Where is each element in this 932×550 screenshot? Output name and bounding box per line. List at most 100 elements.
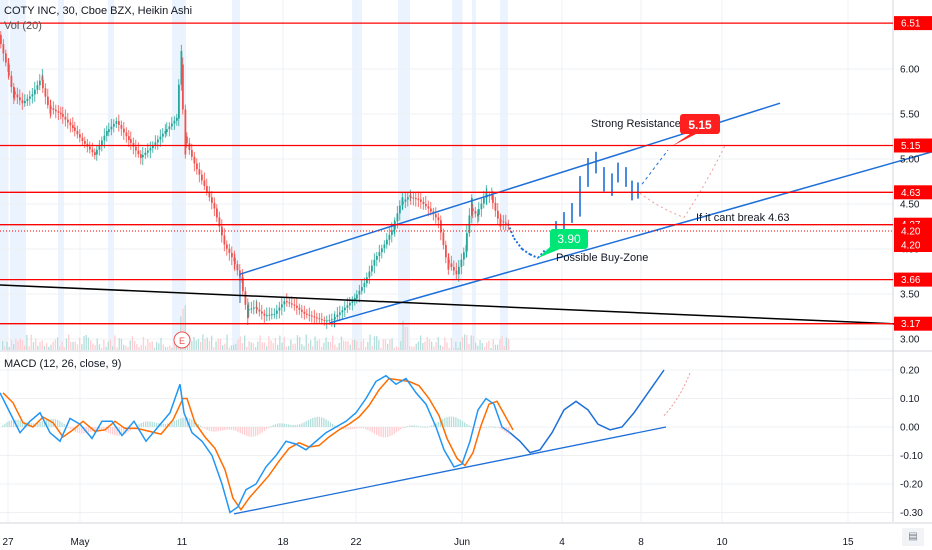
macd-histogram-bar [329, 422, 332, 427]
macd-histogram-bar [85, 427, 87, 433]
macd-histogram-bar [490, 426, 492, 428]
candle-body [5, 53, 7, 63]
candle-body [391, 230, 393, 235]
volume-bar [468, 343, 470, 350]
candle-body [123, 128, 125, 133]
price-axis-tick: 6.00 [900, 65, 920, 76]
macd-histogram-bar [461, 420, 464, 427]
scale-toggle-button[interactable]: ▤ [902, 528, 924, 546]
macd-histogram-bar [334, 425, 336, 427]
volume-bar [411, 346, 413, 350]
volume-bar [28, 346, 30, 350]
volume-bar [314, 336, 316, 350]
candle-body [318, 318, 321, 320]
macd-histogram-bar [140, 423, 142, 427]
macd-histogram-bar [76, 427, 79, 433]
macd-histogram-bar [468, 425, 470, 427]
macd-histogram-bar [279, 423, 281, 427]
candle-body [373, 259, 376, 266]
volume-bar [134, 341, 136, 350]
volume-bar [74, 341, 76, 350]
candle-body [168, 126, 171, 130]
macd-histogram-bar [197, 423, 200, 427]
candle-body [303, 311, 306, 314]
candle-body [157, 139, 159, 143]
macd-histogram-bar [208, 427, 211, 431]
candle-body [321, 319, 323, 321]
volume-bar [164, 346, 167, 350]
candle-body [276, 310, 278, 314]
macd-histogram-bar [477, 427, 479, 428]
candle-body [368, 271, 371, 278]
macd-histogram-bar [184, 417, 186, 427]
macd-histogram-bar [114, 427, 116, 436]
volume-bar [261, 342, 263, 350]
macd-histogram-bar [107, 427, 109, 433]
candle-body [388, 234, 391, 240]
macd-histogram-bar [30, 423, 32, 427]
candle-body [308, 314, 311, 316]
macd-histogram-bar [360, 427, 362, 429]
candle-body [244, 291, 247, 305]
volume-bar [61, 341, 63, 350]
candle-body [72, 125, 74, 129]
volume-bar [219, 338, 222, 350]
macd-histogram-bar [422, 426, 424, 428]
macd-histogram-bar [327, 420, 329, 427]
candle-body [263, 313, 266, 316]
price-axis-tick: 5.00 [900, 155, 920, 166]
volume-bar [310, 340, 312, 350]
volume-bar [404, 326, 406, 350]
candle-body [502, 221, 505, 223]
macd-histogram-bar [446, 417, 448, 427]
volume-bar [294, 343, 296, 350]
candle-body [226, 244, 228, 249]
macd-histogram-bar [182, 417, 184, 427]
macd-histogram-bar [413, 425, 415, 427]
volume-bar [233, 344, 235, 350]
macd-support-line [233, 426, 667, 515]
macd-histogram-bar [499, 427, 501, 429]
macd-histogram-bar [285, 424, 288, 427]
candle-body [361, 287, 363, 291]
macd-histogram-bar [395, 427, 398, 433]
candle-body [283, 301, 286, 305]
candle-body [415, 198, 417, 200]
candle-body [437, 217, 440, 221]
macd-histogram-bar [215, 427, 217, 432]
candle-body [74, 127, 76, 131]
volume-bar [118, 338, 120, 350]
macd-histogram-bar [338, 427, 340, 429]
macd-histogram-bar [437, 421, 439, 427]
volume-bar [446, 342, 448, 350]
volume-bar [455, 341, 457, 350]
candle-body [186, 136, 188, 144]
macd-histogram-bar [439, 420, 442, 427]
candle-body [166, 129, 168, 132]
candle-body [460, 259, 463, 267]
volume-bar [378, 340, 380, 350]
volume-bar [54, 339, 57, 350]
macd-histogram-bar [453, 416, 455, 427]
session-band [172, 0, 186, 350]
macd-axis-tick: 0.20 [900, 366, 920, 377]
candle-body [316, 317, 318, 319]
macd-histogram-bar [292, 425, 294, 427]
macd-histogram-bar [378, 427, 380, 437]
volume-bar [6, 341, 8, 350]
macd-histogram-bar [46, 419, 48, 427]
macd-histogram-bar [191, 419, 193, 427]
macd-axis-tick: -0.30 [900, 508, 923, 519]
volume-bar [384, 339, 387, 350]
volume-bar [268, 336, 270, 350]
macd-histogram-bar [109, 427, 112, 434]
macd-histogram-bar [68, 427, 70, 428]
volume-bar [160, 337, 162, 350]
candle-body [81, 137, 84, 141]
volume-bar [303, 346, 305, 350]
candle-body [57, 111, 60, 113]
macd-histogram-bar [321, 417, 323, 427]
macd-histogram-bar [391, 427, 393, 436]
candle-body [448, 259, 450, 264]
candle-body [494, 202, 497, 211]
